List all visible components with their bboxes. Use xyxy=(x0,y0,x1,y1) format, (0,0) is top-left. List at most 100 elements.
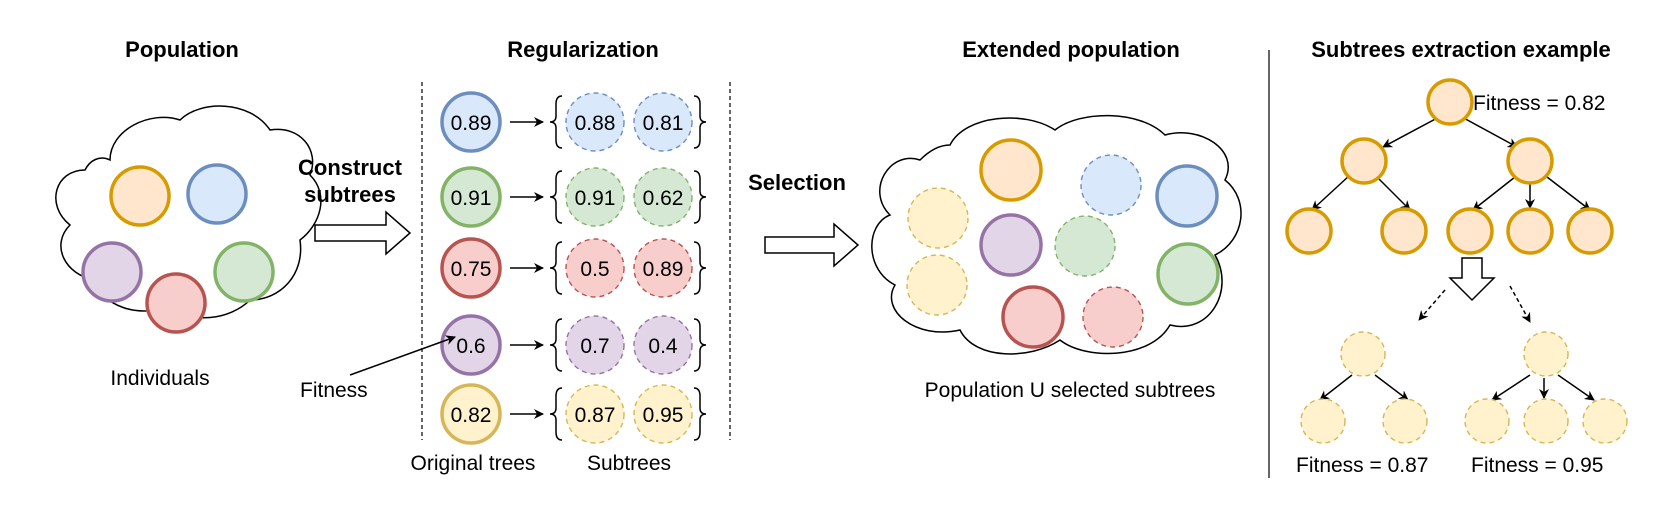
subtree-fitness-value: 0.4 xyxy=(648,335,678,358)
tree-edge xyxy=(1418,289,1446,321)
tree-edge xyxy=(1382,115,1442,148)
extraction-down-arrow xyxy=(1448,257,1496,302)
subtree-node xyxy=(1300,398,1346,444)
subtree-green xyxy=(565,167,625,227)
extended-member-orange xyxy=(979,138,1043,202)
subtree-fitness-value: 0.81 xyxy=(643,112,684,135)
original-fitness-value: 0.6 xyxy=(456,335,485,358)
subtree-node xyxy=(1382,398,1428,444)
original-tree-green xyxy=(440,166,502,228)
subtree-node xyxy=(1464,398,1510,444)
regularization-rows: 0.89 0.88 0.81 0.91 0.91 0.62 0.75 0.5 0.89 0.6 0.… xyxy=(440,91,707,445)
tree-edge xyxy=(1546,176,1591,211)
subtree-node xyxy=(1523,398,1569,444)
extended-population-members xyxy=(906,138,1220,349)
individual-purple xyxy=(81,241,143,303)
tree-node xyxy=(1380,207,1428,255)
original-tree-blue xyxy=(440,91,502,153)
subtree-fitness-value: 0.87 xyxy=(575,404,616,427)
subtree-blue xyxy=(633,92,693,152)
label-original-trees: Original trees xyxy=(411,452,536,475)
tree-node xyxy=(1506,137,1554,185)
subtree-fitness-value: 0.5 xyxy=(580,258,609,281)
label-construct: Construct xyxy=(298,155,403,180)
original-fitness-value: 0.91 xyxy=(451,187,492,210)
subtree-open-brace xyxy=(549,387,563,441)
tree-node xyxy=(1446,207,1494,255)
subtree-open-brace xyxy=(549,95,563,149)
subtree-close-brace xyxy=(693,95,707,149)
individual-orange xyxy=(109,165,171,227)
extended-member-red xyxy=(1001,285,1065,349)
subtree-fitness-value: 0.62 xyxy=(643,187,684,210)
subtree-close-brace xyxy=(693,170,707,224)
population-individuals xyxy=(81,163,275,334)
extended-member-purple xyxy=(979,213,1043,277)
subtree-purple xyxy=(633,315,693,375)
subtree-close-brace xyxy=(693,318,707,372)
tree-node xyxy=(1285,207,1333,255)
label-population-union: Population U selected subtrees xyxy=(925,379,1216,402)
original-tree-yellow xyxy=(440,383,502,445)
subtree-open-brace xyxy=(549,241,563,295)
individual-green xyxy=(213,241,275,303)
tree-edge xyxy=(1509,285,1531,323)
tree-edge xyxy=(1374,374,1409,401)
label-selection: Selection xyxy=(748,170,846,195)
extended-member-green xyxy=(1054,215,1116,277)
subtree-purple xyxy=(565,315,625,375)
tree-edge xyxy=(1459,115,1518,148)
extended-member-red xyxy=(1082,286,1144,348)
root-fitness-label: Fitness = 0.82 xyxy=(1473,92,1606,115)
title-population: Population xyxy=(125,37,239,62)
tree-node xyxy=(1340,137,1388,185)
subtree-fitness-value: 0.88 xyxy=(575,112,616,135)
extended-member-yellow xyxy=(907,187,969,249)
subtree-fitness-value: 0.89 xyxy=(643,258,684,281)
tree-node xyxy=(1426,78,1474,126)
subtree-red xyxy=(633,238,693,298)
tree-edge xyxy=(1557,374,1595,401)
subtree-open-brace xyxy=(549,318,563,372)
title-extended-population: Extended population xyxy=(962,37,1180,62)
extended-member-blue xyxy=(1155,164,1219,228)
tree-node xyxy=(1566,207,1614,255)
subtree-red xyxy=(565,238,625,298)
tree-edge xyxy=(1374,174,1411,211)
subtree-node xyxy=(1340,331,1386,377)
subtree-fitness-value: 0.95 xyxy=(643,404,684,427)
tree-edge xyxy=(1319,374,1353,401)
tree-edge xyxy=(1491,374,1531,401)
individual-blue xyxy=(186,163,248,225)
original-fitness-value: 0.82 xyxy=(451,404,492,427)
label-subtrees-action: subtrees xyxy=(304,182,396,207)
subtree-close-brace xyxy=(693,241,707,295)
subtree-node xyxy=(1582,398,1628,444)
subtree-green xyxy=(633,167,693,227)
subtree-close-brace xyxy=(693,387,707,441)
label-individuals: Individuals xyxy=(110,367,209,390)
subtree-node xyxy=(1523,331,1569,377)
title-regularization: Regularization xyxy=(507,37,659,62)
fitness-pointer-arrow xyxy=(349,335,456,376)
original-tree-purple xyxy=(440,314,502,376)
subtree-left-fitness-label: Fitness = 0.87 xyxy=(1296,454,1429,477)
tree-node xyxy=(1506,207,1554,255)
label-fitness: Fitness xyxy=(300,379,368,402)
construct-arrow xyxy=(314,210,412,256)
extended-member-blue xyxy=(1080,154,1142,216)
subtree-open-brace xyxy=(549,170,563,224)
subtree-blue xyxy=(565,92,625,152)
original-fitness-value: 0.75 xyxy=(451,258,492,281)
original-tree-red xyxy=(440,237,502,299)
original-fitness-value: 0.89 xyxy=(451,112,492,135)
subtree-yellow xyxy=(633,384,693,444)
subtree-right-fitness-label: Fitness = 0.95 xyxy=(1471,454,1604,477)
title-subtrees-extraction: Subtrees extraction example xyxy=(1311,37,1611,62)
tree-edge xyxy=(1472,176,1516,211)
individual-red xyxy=(145,272,207,334)
subtree-fitness-value: 0.7 xyxy=(580,335,609,358)
extended-member-yellow xyxy=(906,254,968,316)
tree-edge xyxy=(1311,174,1351,211)
